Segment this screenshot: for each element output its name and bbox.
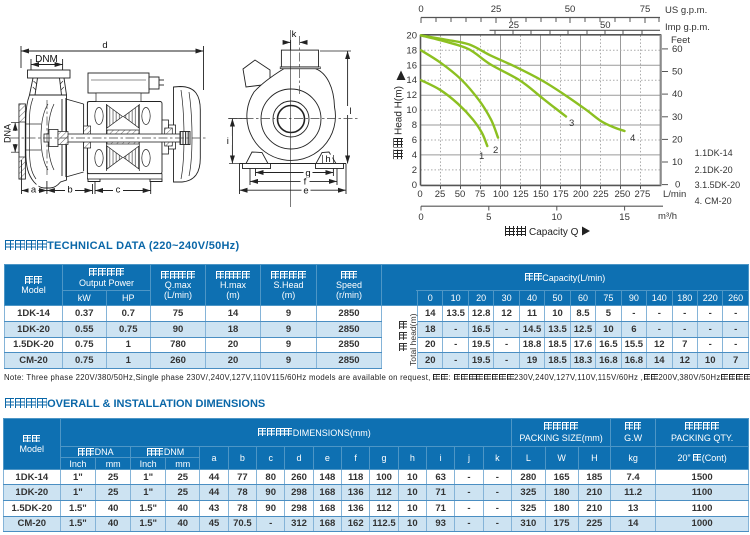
svg-text:0: 0 [675, 180, 680, 191]
svg-text:25: 25 [509, 20, 520, 31]
svg-text:0: 0 [418, 4, 423, 15]
svg-text:2.1DK-20: 2.1DK-20 [695, 165, 733, 175]
svg-text:Imp g.p.m.: Imp g.p.m. [665, 22, 710, 33]
svg-text:l: l [350, 106, 352, 117]
svg-text:a: a [31, 185, 37, 196]
svg-text:4. CM-20: 4. CM-20 [695, 196, 732, 206]
svg-text:Feet: Feet [671, 35, 690, 46]
svg-text:100: 100 [493, 189, 509, 200]
svg-text:12: 12 [406, 90, 417, 101]
svg-text:75: 75 [640, 4, 651, 15]
svg-text:175: 175 [553, 189, 569, 200]
svg-text:L/min: L/min [663, 189, 686, 200]
svg-text:m³/h: m³/h [658, 211, 677, 222]
svg-text:Head H(m): Head H(m) [394, 86, 405, 135]
svg-text:f: f [304, 177, 307, 188]
svg-text:5: 5 [486, 212, 491, 223]
svg-text:3.1.5DK-20: 3.1.5DK-20 [695, 180, 741, 190]
svg-text:18: 18 [406, 45, 417, 56]
svg-text:50: 50 [600, 20, 611, 31]
svg-text:1.1DK-14: 1.1DK-14 [695, 148, 733, 158]
svg-text:g: g [305, 168, 310, 179]
svg-text:US g.p.m.: US g.p.m. [665, 5, 707, 16]
svg-text:25: 25 [491, 4, 502, 15]
svg-text:4: 4 [412, 150, 417, 161]
svg-text:10: 10 [672, 157, 683, 168]
svg-text:225: 225 [593, 189, 609, 200]
svg-text:2: 2 [412, 165, 417, 176]
svg-text:DNA: DNA [3, 124, 13, 143]
svg-text:0: 0 [412, 180, 417, 191]
svg-text:20: 20 [406, 30, 417, 41]
svg-text:10: 10 [406, 105, 417, 116]
svg-text:e: e [303, 186, 308, 197]
svg-text:200: 200 [573, 189, 589, 200]
svg-text:0: 0 [417, 189, 422, 200]
svg-text:8: 8 [412, 120, 417, 131]
svg-text:Capacity Q: Capacity Q [529, 227, 579, 238]
svg-text:25: 25 [435, 189, 446, 200]
svg-text:16: 16 [406, 60, 417, 71]
svg-text:1: 1 [479, 151, 484, 162]
svg-text:6: 6 [412, 135, 417, 146]
svg-text:50: 50 [565, 4, 576, 15]
svg-text:3: 3 [569, 118, 574, 129]
svg-text:14: 14 [406, 75, 417, 86]
svg-text:i: i [227, 136, 229, 147]
svg-text:30: 30 [672, 112, 683, 123]
svg-text:50: 50 [672, 67, 683, 78]
svg-text:15: 15 [619, 212, 630, 223]
svg-text:4: 4 [630, 133, 635, 144]
svg-text:60: 60 [672, 44, 683, 55]
svg-text:75: 75 [475, 189, 486, 200]
svg-text:b: b [67, 185, 72, 196]
svg-text:150: 150 [533, 189, 549, 200]
svg-text:c: c [116, 185, 121, 196]
svg-text:20: 20 [672, 134, 683, 145]
svg-text:0: 0 [418, 212, 423, 223]
svg-text:50: 50 [455, 189, 466, 200]
svg-text:k: k [292, 29, 297, 40]
svg-text:DNM: DNM [35, 54, 58, 65]
svg-text:10: 10 [552, 212, 563, 223]
svg-text:40: 40 [672, 89, 683, 100]
svg-text:250: 250 [614, 189, 630, 200]
svg-text:125: 125 [513, 189, 529, 200]
svg-text:h: h [325, 154, 330, 165]
svg-text:275: 275 [634, 189, 650, 200]
svg-text:2: 2 [493, 145, 498, 156]
svg-text:d: d [102, 40, 107, 51]
